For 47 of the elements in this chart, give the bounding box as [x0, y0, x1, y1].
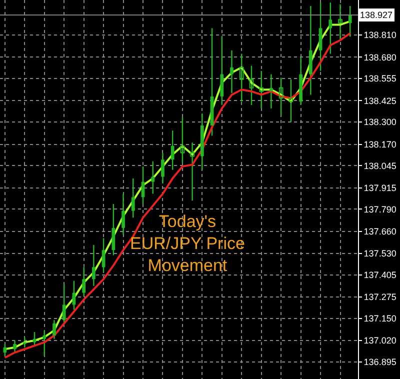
candlestick	[318, 2, 322, 72]
y-tick-label: 138.555	[364, 74, 396, 84]
candlestick	[32, 331, 36, 346]
candlestick	[62, 284, 66, 324]
candlestick	[249, 65, 254, 106]
candlestick	[328, 2, 332, 54]
y-tick-label: 137.915	[364, 182, 396, 193]
candlestick	[13, 340, 16, 354]
candlestick	[82, 266, 86, 297]
candlestick	[288, 78, 294, 123]
y-tick-label: 137.150	[364, 314, 396, 324]
y-tick-label: 138.045	[364, 160, 396, 171]
candlestick	[239, 53, 244, 102]
candlestick	[131, 178, 135, 218]
candlestick	[122, 193, 125, 236]
annotation: Today's EUR/JPY Price Movement	[130, 212, 245, 276]
candlestick	[180, 116, 185, 164]
y-tick-label: 138.300	[364, 117, 396, 128]
candlestick	[278, 77, 284, 116]
candlestick	[52, 320, 56, 340]
y-tick-label: 137.020	[364, 336, 396, 346]
candlestick	[270, 74, 273, 110]
y-tick-label: 137.660	[364, 226, 396, 236]
y-tick-label: 138.680	[364, 52, 396, 62]
y-tick-label: 136.895	[364, 357, 396, 368]
y-tick-label: 137.275	[364, 292, 396, 302]
candlestick	[259, 70, 264, 110]
y-tick-label: 138.810	[364, 30, 396, 40]
candlestick	[42, 330, 46, 357]
candlestick	[348, 5, 352, 38]
y-tick-label: 137.530	[364, 248, 396, 259]
candlestick	[170, 130, 174, 170]
candlestick	[112, 203, 116, 256]
y-tick-label: 137.790	[364, 204, 396, 214]
candlestick	[230, 50, 234, 94]
candlestick	[220, 36, 224, 106]
candlestick	[92, 244, 96, 287]
y-tick-label: 138.170	[364, 139, 396, 150]
candlestick	[338, 4, 342, 41]
candlestick	[308, 5, 312, 96]
candlestick	[22, 336, 26, 348]
candlestick	[161, 152, 164, 184]
y-tick-label: 137.405	[364, 270, 396, 280]
candlestick	[151, 160, 155, 194]
ref-line-label: 138.927	[360, 10, 393, 20]
candlestick	[190, 142, 194, 202]
y-tick-label: 138.425	[364, 96, 396, 106]
